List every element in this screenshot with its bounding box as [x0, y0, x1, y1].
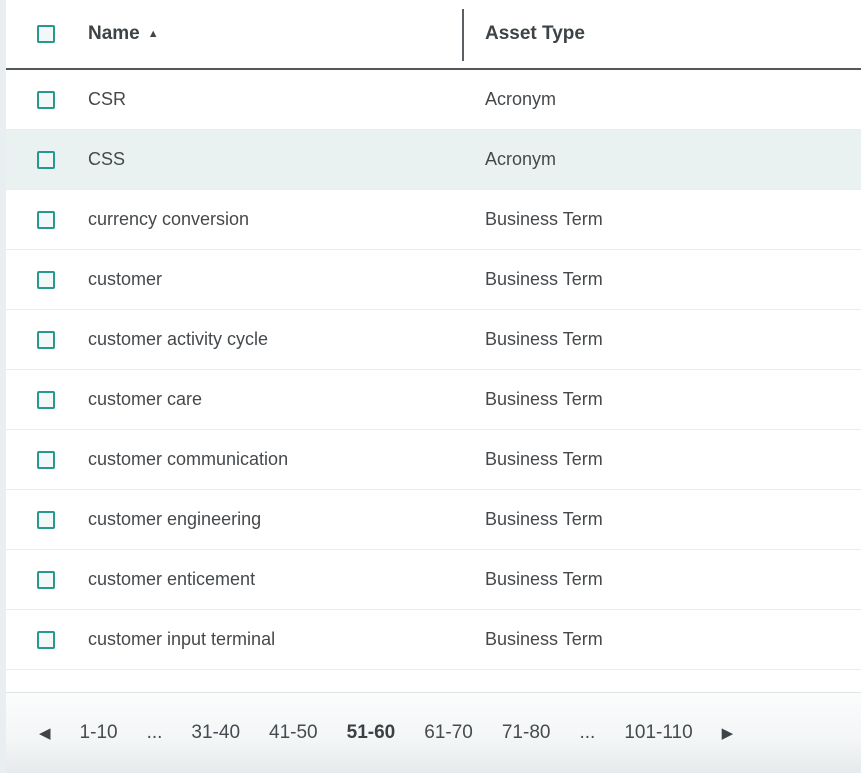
row-asset-type: Acronym [485, 149, 861, 170]
row-asset-type: Business Term [485, 329, 861, 350]
table-row[interactable]: customer enticement Business Term [6, 550, 861, 610]
table-row[interactable]: customer activity cycle Business Term [6, 310, 861, 370]
page-ellipsis: ... [579, 722, 595, 744]
select-all-checkbox[interactable] [37, 25, 55, 43]
page-link-101-110[interactable]: 101-110 [624, 722, 692, 744]
column-header-asset-type-label[interactable]: Asset Type [485, 23, 585, 44]
row-name[interactable]: customer [88, 269, 485, 290]
asset-table-page: Name ▲ Asset Type CSR Acronym CSS Acronym… [0, 0, 861, 773]
row-asset-type: Business Term [485, 509, 861, 530]
row-checkbox[interactable] [37, 451, 55, 469]
row-asset-type: Business Term [485, 209, 861, 230]
row-name[interactable]: customer engineering [88, 509, 485, 530]
row-checkbox[interactable] [37, 391, 55, 409]
row-asset-type: Business Term [485, 389, 861, 410]
row-name[interactable]: customer input terminal [88, 629, 485, 650]
row-name[interactable]: customer activity cycle [88, 329, 485, 350]
row-name[interactable]: customer care [88, 389, 485, 410]
table-row[interactable]: customer care Business Term [6, 370, 861, 430]
column-header-name[interactable]: Name ▲ [88, 23, 485, 45]
page-link-71-80[interactable]: 71-80 [502, 722, 551, 744]
next-page-icon[interactable]: ▶ [722, 724, 734, 742]
table-row[interactable]: CSS Acronym [6, 130, 861, 190]
column-header-asset-type[interactable]: Asset Type [485, 23, 861, 45]
row-asset-type: Business Term [485, 269, 861, 290]
row-checkbox[interactable] [37, 151, 55, 169]
previous-page-icon[interactable]: ◀ [39, 724, 51, 742]
row-checkbox[interactable] [37, 211, 55, 229]
page-ellipsis: ... [147, 722, 163, 744]
page-link-31-40[interactable]: 31-40 [191, 722, 240, 744]
row-checkbox[interactable] [37, 271, 55, 289]
row-asset-type: Business Term [485, 569, 861, 590]
table-row[interactable]: currency conversion Business Term [6, 190, 861, 250]
table-row[interactable]: customer input terminal Business Term [6, 610, 861, 670]
pagination-bar: ◀ 1-10 ... 31-40 41-50 51-60 61-70 71-80… [6, 692, 861, 773]
row-checkbox[interactable] [37, 331, 55, 349]
row-asset-type: Business Term [485, 629, 861, 650]
row-name[interactable]: customer communication [88, 449, 485, 470]
row-checkbox[interactable] [37, 631, 55, 649]
page-link-1-10[interactable]: 1-10 [80, 722, 118, 744]
row-checkbox[interactable] [37, 91, 55, 109]
table-row[interactable]: customer engineering Business Term [6, 490, 861, 550]
row-name[interactable]: CSS [88, 149, 485, 170]
page-link-41-50[interactable]: 41-50 [269, 722, 318, 744]
row-asset-type: Business Term [485, 449, 861, 470]
row-checkbox[interactable] [37, 511, 55, 529]
table-bottom-spacer [6, 670, 861, 692]
page-link-current-51-60[interactable]: 51-60 [347, 722, 396, 744]
table-row[interactable]: customer Business Term [6, 250, 861, 310]
table-header-row: Name ▲ Asset Type [6, 0, 861, 70]
row-name[interactable]: currency conversion [88, 209, 485, 230]
column-header-name-label[interactable]: Name [88, 23, 140, 44]
row-asset-type: Acronym [485, 89, 861, 110]
column-divider [462, 9, 464, 61]
left-edge-strip [0, 0, 6, 773]
row-checkbox[interactable] [37, 571, 55, 589]
page-link-61-70[interactable]: 61-70 [424, 722, 473, 744]
row-name[interactable]: customer enticement [88, 569, 485, 590]
table-row[interactable]: CSR Acronym [6, 70, 861, 130]
table-row[interactable]: customer communication Business Term [6, 430, 861, 490]
row-name[interactable]: CSR [88, 89, 485, 110]
sort-ascending-icon[interactable]: ▲ [148, 28, 159, 40]
